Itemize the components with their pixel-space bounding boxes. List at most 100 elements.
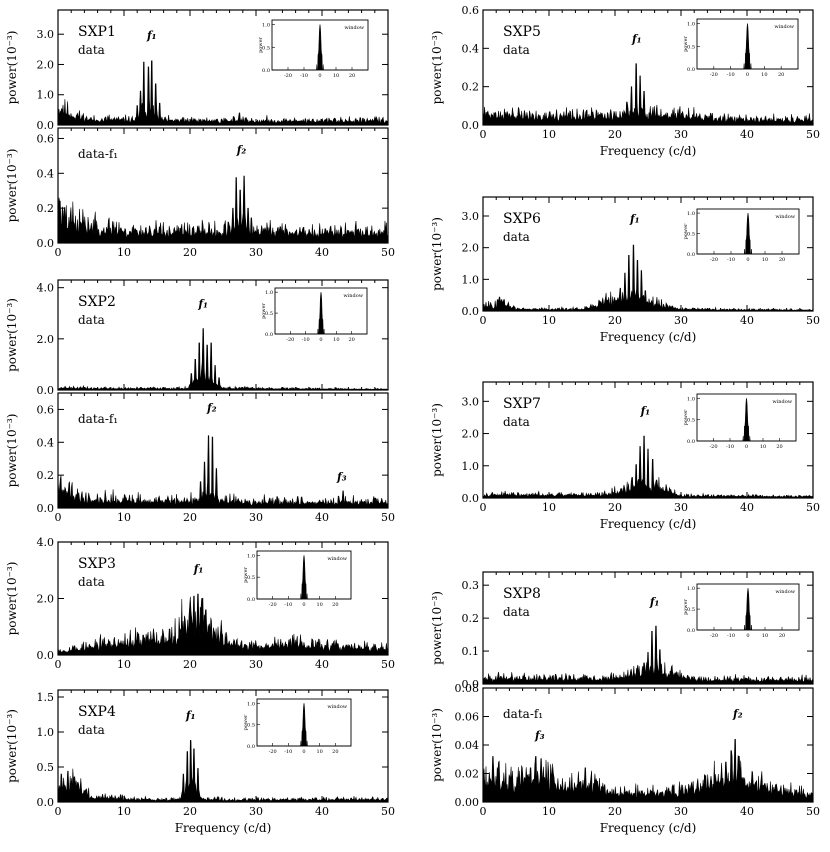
inset-x-tick-label: -20 — [284, 73, 292, 79]
peak-label: f₁ — [197, 297, 208, 310]
x-tick-label: 0 — [480, 128, 487, 141]
y-tick-label: 0.0 — [37, 649, 55, 662]
y-tick-label: 0.0 — [37, 796, 55, 809]
y-tick-label: 0.0 — [462, 678, 480, 691]
panel-subtitle: data — [503, 605, 530, 619]
y-tick-label: 0.0 — [462, 492, 480, 505]
y-tick-label: 0.0 — [37, 384, 55, 397]
inset-x-tick-label: 10 — [316, 602, 322, 608]
inset-x-tick-label: -20 — [710, 257, 718, 263]
inset-x-tick-label: 0 — [319, 337, 322, 343]
y-tick-label: 0.0 — [37, 237, 55, 250]
window-inset: 0.0 0.5 1.0 -20 -10 0 10 20 window power — [243, 550, 352, 608]
panel-sxp7-data: 0 10 20 30 40 50 0.0 1.0 2.0 3.0 power(10⁻³) Freque… — [430, 381, 820, 531]
x-tick-label: 0 — [480, 501, 487, 514]
y-axis-title: power(10⁻³) — [430, 708, 444, 782]
panel-subtitle: data — [78, 723, 105, 737]
x-tick-label: 20 — [608, 501, 622, 514]
inset-x-tick-label: 20 — [332, 602, 338, 608]
y-tick-label: 0.6 — [37, 403, 55, 416]
inset-y-axis-title: power — [243, 714, 249, 730]
window-inset: 0.0 0.5 1.0 -20 -10 0 10 20 window power — [683, 583, 800, 639]
spectrum-series — [57, 740, 389, 803]
x-tick-label: 50 — [381, 805, 395, 818]
x-tick-label: 0 — [55, 246, 62, 259]
inset-y-tick-label: 0.0 — [247, 744, 255, 750]
x-tick-label: 50 — [806, 128, 820, 141]
panel-frame — [482, 571, 814, 685]
y-tick-label: 2.0 — [37, 593, 55, 606]
x-tick-label: 40 — [315, 511, 329, 524]
x-tick-label: 40 — [740, 128, 754, 141]
panel-sxp2-prew: 0 10 20 30 40 50 0.0 0.2 0.4 0.6 power(10⁻³) data-f… — [5, 392, 395, 524]
peak-label: f₁ — [193, 563, 204, 576]
inset-y-tick-label: 0.0 — [262, 68, 270, 74]
y-tick-label: 1.0 — [37, 89, 55, 102]
star-name: SXP8 — [503, 586, 541, 602]
x-tick-label: 20 — [183, 805, 197, 818]
inset-window-label: window — [343, 293, 363, 299]
x-tick-label: 50 — [806, 501, 820, 514]
x-tick-label: 40 — [315, 246, 329, 259]
peak-label: f₁ — [631, 32, 642, 45]
inset-x-tick-label: -20 — [710, 72, 718, 78]
y-tick-label: 0.5 — [37, 761, 55, 774]
y-axis-title: power(10⁻³) — [430, 217, 444, 291]
panel-sxp1-data: 0.0 1.0 2.0 3.0 power(10⁻³) SXP1 data f₁ 0.0 0.5 1… — [5, 9, 389, 132]
inset-y-tick-label: 1.0 — [687, 396, 695, 402]
inset-x-tick-label: -10 — [284, 749, 292, 755]
y-tick-label: 0.6 — [462, 4, 480, 17]
y-tick-label: 1.5 — [37, 691, 55, 704]
x-axis-title: Frequency (c/d) — [600, 821, 697, 835]
x-axis-title: Frequency (c/d) — [175, 821, 272, 835]
inset-y-tick-label: 1.0 — [687, 211, 695, 217]
x-tick-label: 10 — [117, 511, 131, 524]
x-tick-label: 30 — [249, 805, 263, 818]
panel-subtitle: data-f₁ — [503, 707, 543, 721]
spectrum-series — [57, 593, 389, 656]
x-tick-label: 50 — [381, 511, 395, 524]
x-tick-label: 50 — [806, 314, 820, 327]
inset-x-tick-label: 10 — [333, 73, 339, 79]
inset-window-label: window — [327, 556, 347, 562]
inset-window-label: window — [775, 214, 795, 220]
x-tick-label: 50 — [806, 805, 820, 818]
inset-x-tick-label: 10 — [760, 444, 766, 450]
panel-frame — [482, 196, 814, 312]
x-tick-label: 20 — [183, 246, 197, 259]
x-tick-label: 10 — [542, 805, 556, 818]
peak-label: f₁ — [185, 709, 196, 722]
x-tick-label: 30 — [674, 501, 688, 514]
inset-x-tick-label: 20 — [348, 337, 354, 343]
inset-window-label: window — [344, 25, 364, 31]
x-tick-label: 20 — [608, 805, 622, 818]
spectrum-series — [482, 63, 814, 126]
inset-x-tick-label: -10 — [727, 72, 735, 78]
y-tick-label: 0.00 — [455, 796, 480, 809]
y-tick-label: 0.06 — [455, 711, 480, 724]
panel-subtitle: data — [503, 415, 530, 429]
y-tick-label: 0.2 — [37, 202, 55, 215]
inset-x-tick-label: -10 — [727, 633, 735, 639]
y-tick-label: 0.6 — [37, 132, 55, 145]
inset-y-axis-title: power — [258, 36, 264, 52]
inset-y-tick-label: 0.5 — [262, 45, 270, 51]
y-tick-label: 0.2 — [37, 469, 55, 482]
x-tick-label: 50 — [381, 658, 395, 671]
y-tick-label: 0.4 — [37, 436, 55, 449]
panel-frame — [57, 689, 389, 803]
y-tick-label: 0.1 — [462, 645, 480, 658]
peak-label: f₂ — [236, 143, 247, 156]
inset-y-tick-label: 1.0 — [687, 22, 695, 28]
y-axis-title: power(10⁻³) — [5, 562, 19, 636]
inset-window-label: window — [774, 24, 794, 30]
inset-x-tick-label: 10 — [762, 257, 768, 263]
y-tick-label: 0.0 — [462, 305, 480, 318]
panel-frame — [57, 127, 389, 244]
inset-y-axis-title: power — [243, 566, 249, 582]
inset-x-tick-label: 20 — [779, 257, 785, 263]
inset-x-tick-label: -20 — [286, 337, 294, 343]
star-name: SXP4 — [78, 704, 116, 720]
window-inset: 0.0 0.5 1.0 -20 -10 0 10 20 window power — [683, 208, 800, 263]
y-axis-title: power(10⁻³) — [430, 403, 444, 477]
